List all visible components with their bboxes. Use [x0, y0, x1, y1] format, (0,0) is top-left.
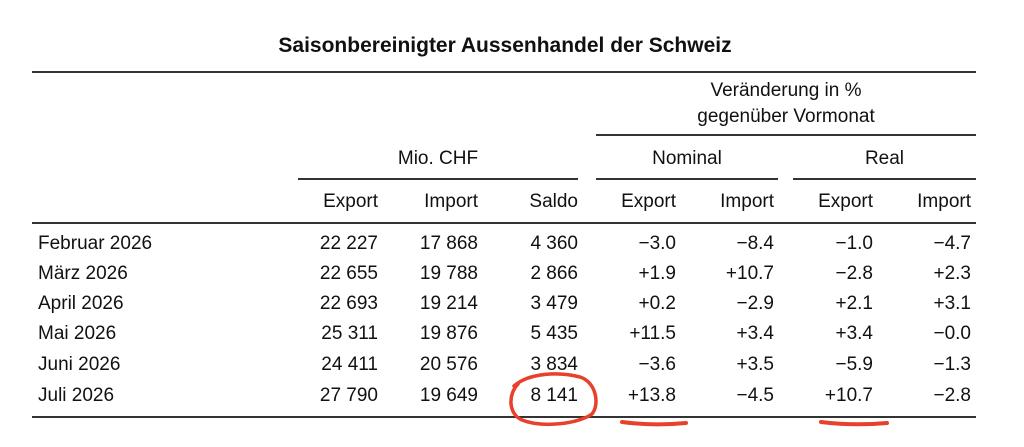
table-cell: +3.4: [835, 323, 873, 344]
table-cell: +3.5: [736, 354, 774, 375]
table-cell: 19 876: [419, 323, 478, 344]
table-cell: 22 227: [319, 233, 378, 254]
header-nominal: Nominal: [652, 148, 722, 169]
table-cell: 22 693: [319, 293, 378, 314]
column-header: Export: [818, 191, 873, 212]
table-cell: −4.5: [736, 385, 774, 406]
table-cell: 19 214: [419, 293, 478, 314]
header-change-line2: gegenüber Vormonat: [697, 106, 875, 127]
table-cell: 4 360: [530, 233, 578, 254]
table-cell: +0.2: [638, 293, 676, 314]
table-cell: 3 834: [530, 354, 578, 375]
column-header: Import: [720, 191, 774, 212]
table-cell: +3.1: [933, 293, 971, 314]
table-cell: −1.0: [835, 233, 873, 254]
table-cell: 3 479: [530, 293, 578, 314]
table-cell: 22 655: [319, 263, 378, 284]
column-header: Import: [424, 191, 478, 212]
table-cell: −2.8: [933, 385, 971, 406]
column-header: Import: [917, 191, 971, 212]
table-cell: +13.8: [627, 385, 676, 406]
nominal-export-underline-annotation: [620, 420, 688, 427]
table-cell: −3.6: [638, 354, 676, 375]
table-cell: −0.0: [933, 323, 971, 344]
table-cell: −2.8: [835, 263, 873, 284]
table-cell: −4.7: [933, 233, 971, 254]
table-cell: +10.7: [725, 263, 774, 284]
table-title: Saisonbereinigter Aussenhandel der Schwe…: [278, 34, 732, 57]
row-label: März 2026: [38, 263, 128, 284]
column-header: Export: [323, 191, 378, 212]
table-cell: 25 311: [321, 323, 378, 344]
table-cell: −5.9: [835, 354, 873, 375]
table-cell: +3.4: [736, 323, 774, 344]
table-cell: 20 576: [419, 354, 478, 375]
real-rule: [793, 178, 976, 180]
table-cell: −8.4: [736, 233, 774, 254]
table-cell: +2.3: [933, 263, 971, 284]
header-rule: [32, 222, 976, 224]
column-header: Export: [621, 191, 676, 212]
real-export-underline-annotation: [819, 420, 889, 427]
bottom-rule: [32, 416, 976, 418]
table-cell: 8 141: [530, 385, 578, 406]
nominal-rule: [596, 178, 778, 180]
table-cell: +10.7: [824, 385, 873, 406]
row-label: April 2026: [38, 293, 124, 314]
header-mio-chf: Mio. CHF: [397, 148, 479, 169]
row-label: Juni 2026: [38, 354, 121, 375]
table-cell: +2.1: [835, 293, 873, 314]
change-rule: [596, 134, 976, 136]
table-cell: 19 788: [419, 263, 478, 284]
column-header: Saldo: [529, 191, 578, 212]
row-label: Mai 2026: [38, 323, 117, 344]
table-cell: −3.0: [638, 233, 676, 254]
table-cell: 5 435: [530, 323, 578, 344]
table-cell: 19 649: [419, 385, 478, 406]
table-cell: 27 790: [319, 385, 378, 406]
mio-chf-rule: [298, 178, 578, 180]
table-cell: 24 411: [321, 354, 378, 375]
table-cell: −2.9: [736, 293, 774, 314]
saldo-circle-annotation: [509, 372, 598, 426]
table-cell: −1.3: [933, 354, 971, 375]
table-cell: 2 866: [530, 263, 578, 284]
table-cell: 17 868: [419, 233, 478, 254]
row-label: Juli 2026: [38, 385, 115, 406]
title-rule: [32, 71, 976, 73]
row-label: Februar 2026: [38, 233, 153, 254]
table-cell: +1.9: [638, 263, 676, 284]
header-change-line1: Veränderung in %: [710, 80, 862, 101]
header-real: Real: [864, 148, 905, 169]
table-cell: +11.5: [629, 323, 676, 344]
